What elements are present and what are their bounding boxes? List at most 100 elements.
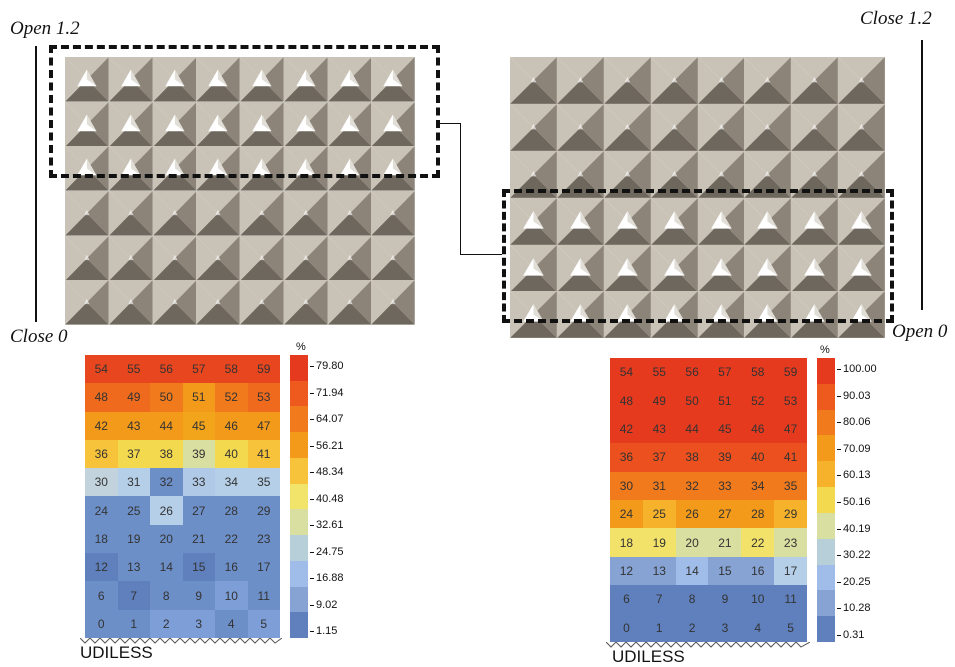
left-cell: 40 [215, 439, 248, 469]
left-colorbar-swatch [290, 355, 308, 381]
facade-panel [371, 57, 415, 102]
facade-panel [283, 280, 328, 325]
left-cell: 15 [182, 553, 215, 582]
facade-panel [697, 103, 745, 151]
right-cell: 51 [708, 386, 742, 415]
right-cell: 0 [610, 613, 643, 642]
facade-panel [65, 146, 109, 191]
facade-panel [603, 291, 651, 339]
left-colorbar-tick: 32.61 [310, 519, 344, 531]
facade-panel [838, 57, 885, 104]
facade-panel [510, 103, 557, 151]
heatmap-left: 54 55 56 57 58 59 48 49 50 51 52 53 42 43 44 45 46 47 36 37… [85, 355, 280, 638]
right-cell: 12 [610, 556, 643, 586]
facade-panel [283, 101, 328, 147]
facade-panel [240, 57, 284, 102]
right-cell: 59 [774, 358, 807, 387]
left-cell: 51 [182, 383, 215, 412]
right-colorbar-tick: 60.13 [837, 469, 871, 482]
facade-panel [240, 101, 284, 147]
label-open-1-2: Open 1.2 [10, 18, 80, 39]
right-cell: 6 [610, 585, 643, 614]
left-cell: 45 [182, 411, 215, 440]
left-colorbar-swatch [290, 586, 308, 613]
facade-panel [603, 103, 651, 151]
facade-panel [108, 191, 153, 236]
facade-panel [697, 291, 745, 339]
facade-panel [838, 291, 885, 339]
left-colorbar-tick: 48.34 [310, 466, 344, 478]
right-colorbar-tick: 90.03 [837, 389, 871, 402]
facade-panel [650, 244, 698, 292]
facade-panel [510, 244, 557, 292]
right-cell: 23 [774, 528, 807, 557]
left-colorbar-tick: 9.02 [309, 598, 338, 611]
left-cell: 32 [150, 468, 183, 497]
right-cell: 25 [642, 499, 676, 529]
left-cell: 46 [215, 411, 248, 440]
left-cell: 25 [117, 496, 150, 525]
right-cell: 41 [774, 443, 807, 472]
facade-panel [650, 291, 698, 339]
left-cell: 28 [215, 496, 248, 525]
left-cell: 23 [247, 524, 280, 554]
left-cell: 55 [117, 355, 150, 384]
right-colorbar-tick: 10.28 [837, 602, 871, 615]
right-cell: 58 [741, 358, 775, 387]
right-cell: 22 [741, 528, 775, 557]
facade-panel [108, 146, 153, 191]
facade-panel [152, 191, 197, 236]
right-cell: 28 [741, 499, 775, 529]
left-cell: 29 [247, 496, 280, 525]
right-cell: 1 [642, 613, 676, 642]
right-cell: 35 [774, 471, 807, 500]
right-cell: 10 [741, 585, 775, 614]
left-cell: 19 [117, 524, 150, 554]
left-cell: 53 [247, 383, 280, 412]
right-cell: 27 [708, 499, 742, 529]
right-cell: 49 [642, 386, 676, 415]
left-cell: 26 [150, 496, 183, 525]
label-close-1-2: Close 1.2 [860, 8, 932, 29]
left-base-zigzag [80, 638, 282, 644]
facade-panel [744, 103, 792, 151]
left-cell: 50 [150, 383, 183, 412]
facade-panel [556, 197, 604, 245]
right-colorbar-swatch [817, 564, 835, 591]
right-colorbar-tick: 50.16 [837, 496, 871, 508]
left-cell: 39 [182, 439, 215, 469]
right-cell: 8 [675, 585, 709, 614]
right-cell: 18 [610, 528, 643, 557]
left-colorbar-swatch [290, 380, 308, 407]
right-cell: 29 [774, 499, 807, 529]
right-cell: 20 [675, 528, 709, 557]
facade-panel [240, 146, 284, 191]
left-colorbar-tick: 16.88 [310, 572, 344, 584]
left-cell: 13 [117, 553, 150, 582]
left-cell: 17 [247, 553, 280, 582]
facade-panel [697, 197, 745, 245]
right-cell: 52 [741, 386, 775, 415]
left-cell: 36 [85, 439, 118, 469]
right-cell: 39 [708, 443, 742, 472]
facade-panel [556, 103, 604, 151]
facade-panel [838, 197, 885, 245]
left-cell: 20 [150, 524, 183, 554]
left-cell: 43 [117, 411, 150, 440]
highlight-box-right [502, 189, 894, 323]
facade-panel [371, 280, 415, 325]
right-cell: 19 [642, 528, 676, 557]
right-cell: 36 [610, 443, 643, 472]
left-cell: 3 [182, 609, 215, 638]
left-colorbar-tick: 24.75 [310, 545, 344, 558]
facade-panel [283, 191, 328, 236]
facade-panel [371, 191, 415, 236]
right-colorbar-swatch [817, 383, 835, 410]
facade-panel [283, 57, 328, 102]
left-cell: 24 [85, 496, 118, 525]
left-cell: 35 [247, 468, 280, 497]
left-colorbar-swatch [290, 509, 308, 536]
left-cell: 18 [85, 524, 118, 554]
left-cell: 5 [247, 609, 280, 638]
facade-panel [108, 57, 153, 102]
